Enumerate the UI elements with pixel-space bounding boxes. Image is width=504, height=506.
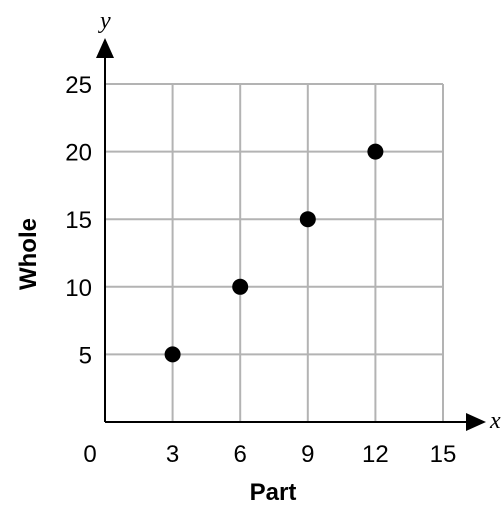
data-point-3	[299, 211, 316, 228]
y-axis-arrow	[96, 38, 114, 58]
tick-labels: 3 6 9 12 15 5 10 15 20 25	[65, 72, 456, 468]
data-points	[164, 143, 384, 363]
x-tick-label-3: 3	[166, 441, 179, 468]
x-axis-title: Part	[250, 479, 297, 506]
axes	[96, 38, 486, 431]
origin-label: 0	[83, 441, 96, 468]
y-tick-label-10: 10	[65, 275, 92, 302]
y-tick-label-5: 5	[79, 342, 92, 369]
y-axis-letter: y	[98, 8, 111, 34]
x-tick-label-9: 9	[301, 441, 314, 468]
x-tick-label-15: 15	[430, 441, 457, 468]
data-point-4	[367, 143, 384, 160]
y-tick-label-20: 20	[65, 140, 92, 167]
data-point-2	[232, 278, 249, 295]
data-point-1	[164, 346, 181, 363]
x-axis-letter: x	[489, 408, 501, 434]
y-tick-label-15: 15	[65, 207, 92, 234]
x-tick-label-6: 6	[234, 441, 247, 468]
x-tick-label-12: 12	[362, 441, 389, 468]
x-axis-arrow	[466, 413, 486, 431]
grid	[105, 83, 444, 422]
y-tick-label-25: 25	[65, 72, 92, 99]
y-axis-title: Whole	[15, 218, 42, 290]
